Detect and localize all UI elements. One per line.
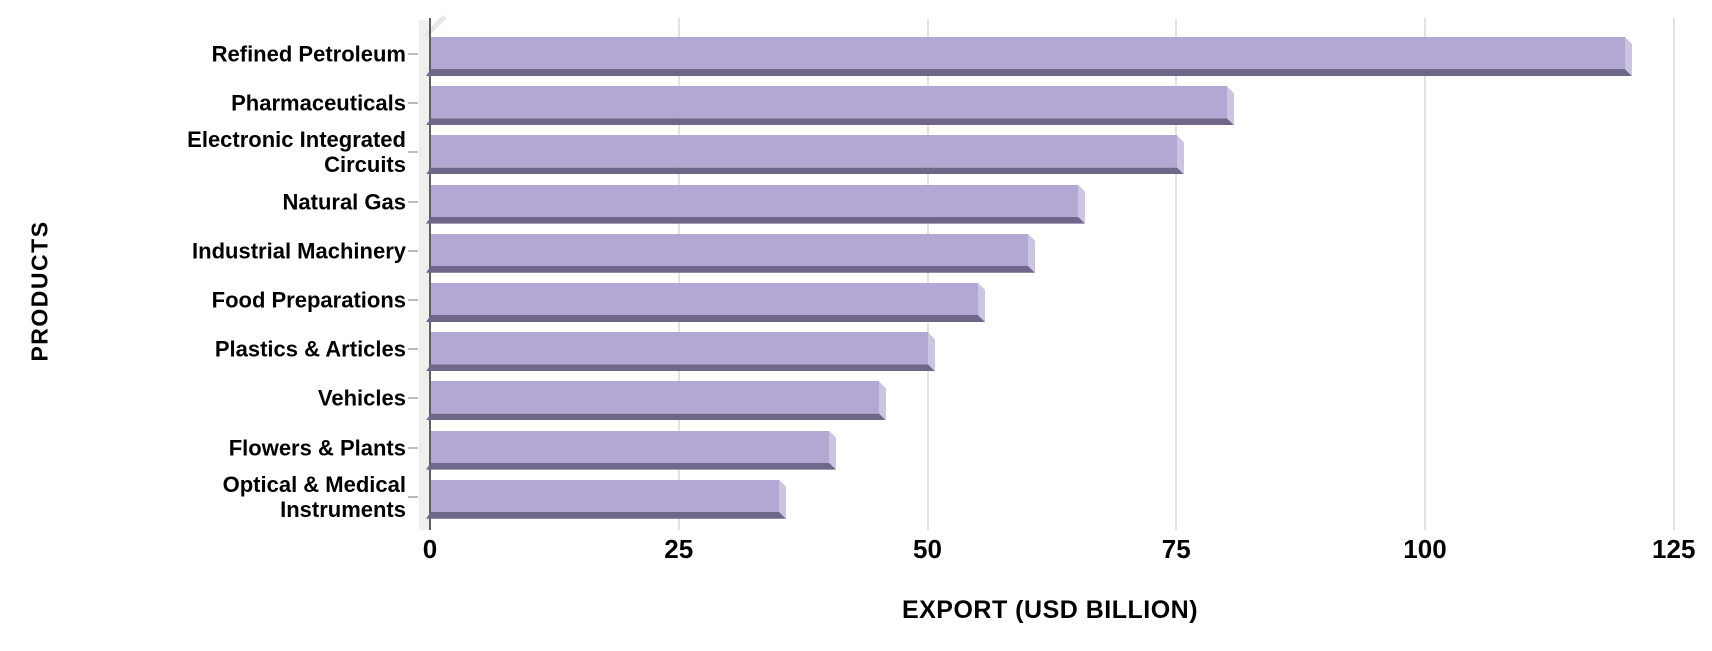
bar-bottom-shade-optical-medical-instruments <box>426 512 786 519</box>
bar-face-natural-gas <box>431 184 1078 217</box>
y-tick-refined-petroleum <box>408 53 418 55</box>
category-label-industrial-machinery: Industrial Machinery <box>192 238 406 264</box>
bar-pharmaceuticals[interactable] <box>431 86 1227 118</box>
category-label-food-preparations: Food Preparations <box>211 287 406 313</box>
bar-optical-medical-instruments[interactable] <box>431 479 779 512</box>
bar-face-plastics-articles <box>431 332 928 365</box>
y-tick-flowers-plants <box>408 446 418 449</box>
y-axis-line <box>429 18 431 530</box>
bar-bottom-shade-vehicles <box>426 413 886 420</box>
bar-bottom-shade-refined-petroleum <box>426 69 1632 76</box>
bar-bottom-shade-natural-gas <box>426 217 1085 224</box>
gridline-75 <box>1175 18 1178 530</box>
bar-face-pharmaceuticals <box>431 86 1227 119</box>
y-tick-optical-medical-instruments <box>408 495 418 498</box>
bar-food-preparations[interactable] <box>431 283 978 315</box>
x-tick-label-0: 0 <box>422 534 438 564</box>
bar-plastics-articles[interactable] <box>431 332 928 364</box>
bar-bottom-shade-plastics-articles <box>426 364 935 371</box>
bar-electronic-integrated-circuits[interactable] <box>431 135 1177 167</box>
y-tick-food-preparations <box>408 299 418 301</box>
x-tick-label-125: 125 <box>1652 534 1696 564</box>
category-label-vehicles: Vehicles <box>317 385 406 411</box>
gridline-125 <box>1672 18 1675 530</box>
category-label-flowers-plants: Flowers & Plants <box>228 435 406 461</box>
bar-bottom-shade-electronic-integrated-circuits <box>426 167 1184 174</box>
category-label-natural-gas: Natural Gas <box>282 189 407 215</box>
bar-face-food-preparations <box>431 283 978 315</box>
x-tick-label-75: 75 <box>1161 534 1191 564</box>
bar-face-industrial-machinery <box>431 233 1028 266</box>
y-tick-vehicles <box>408 397 418 400</box>
bar-flowers-plants[interactable] <box>431 430 829 463</box>
y-tick-pharmaceuticals <box>408 102 418 105</box>
gridline-100 <box>1424 18 1426 530</box>
bar-end-cap-refined-petroleum <box>1625 37 1632 76</box>
bar-face-optical-medical-instruments <box>431 479 779 512</box>
gridline-25 <box>677 18 680 530</box>
category-label-refined-petroleum: Refined Petroleum <box>211 41 406 67</box>
x-tick-label-25: 25 <box>664 534 694 564</box>
bar-end-cap-electronic-integrated-circuits <box>1177 135 1184 174</box>
bar-natural-gas[interactable] <box>431 184 1078 217</box>
bar-face-flowers-plants <box>431 430 829 463</box>
bar-end-cap-food-preparations <box>978 283 985 322</box>
y-tick-industrial-machinery <box>408 249 418 252</box>
gridline-50 <box>926 18 929 530</box>
bar-face-refined-petroleum <box>431 37 1625 69</box>
bar-end-cap-vehicles <box>879 381 886 420</box>
bar-refined-petroleum[interactable] <box>431 37 1625 69</box>
category-label-optical-medical-instruments: Optical & Medical Instruments <box>222 471 406 522</box>
bar-bottom-shade-industrial-machinery <box>426 266 1035 273</box>
x-tick-label-100: 100 <box>1403 534 1447 564</box>
y-tick-plastics-articles <box>408 348 418 351</box>
bar-end-cap-flowers-plants <box>829 431 836 470</box>
bar-face-electronic-integrated-circuits <box>431 135 1177 168</box>
bar-end-cap-natural-gas <box>1078 185 1085 224</box>
bar-end-cap-pharmaceuticals <box>1227 86 1234 125</box>
category-label-plastics-articles: Plastics & Articles <box>214 336 406 362</box>
y-tick-natural-gas <box>408 200 418 203</box>
bar-bottom-shade-pharmaceuticals <box>426 118 1234 125</box>
bar-vehicles[interactable] <box>431 381 879 413</box>
bar-bottom-shade-flowers-plants <box>426 463 836 470</box>
bar-face-vehicles <box>431 381 879 414</box>
category-label-electronic-integrated-circuits: Electronic Integrated Circuits <box>187 127 406 178</box>
y-axis-wall <box>419 20 431 530</box>
category-label-pharmaceuticals: Pharmaceuticals <box>231 90 406 116</box>
bar-end-cap-plastics-articles <box>928 332 935 371</box>
bar-industrial-machinery[interactable] <box>431 233 1028 266</box>
bar-bottom-shade-food-preparations <box>426 315 985 322</box>
y-tick-electronic-integrated-circuits <box>408 151 418 154</box>
bar-end-cap-industrial-machinery <box>1028 234 1035 273</box>
bar-end-cap-optical-medical-instruments <box>779 480 786 519</box>
x-tick-label-50: 50 <box>913 534 942 564</box>
x-axis-title: EXPORT (USD BILLION) <box>901 596 1199 624</box>
